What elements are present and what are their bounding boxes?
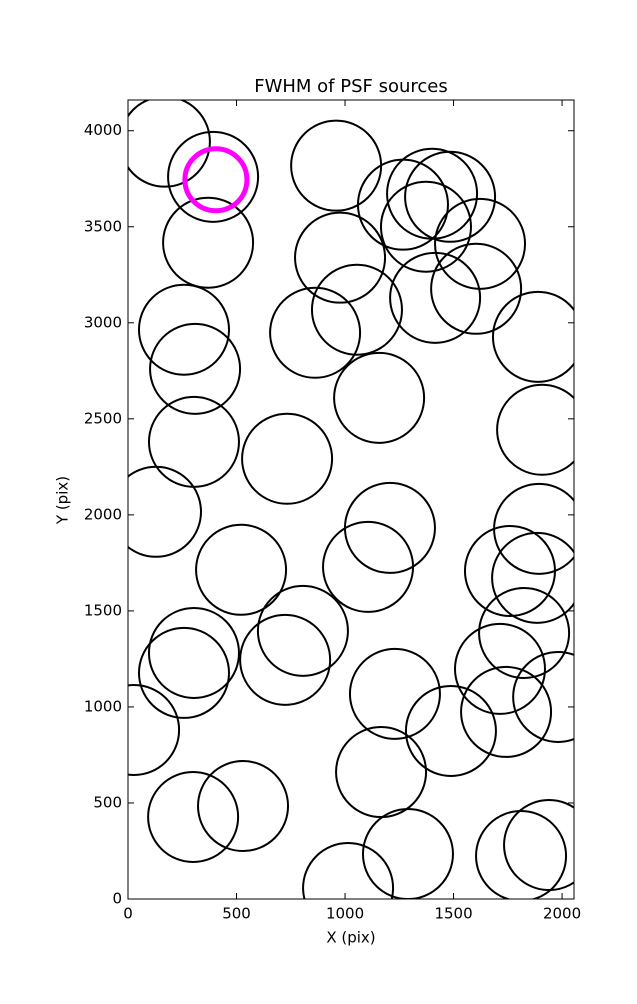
psf-circle: [147, 606, 240, 699]
psf-circle: [147, 770, 240, 863]
psf-circle: [404, 150, 497, 243]
psf-circle: [322, 520, 415, 613]
psf-circle: [333, 351, 426, 444]
psf-circle: [460, 665, 553, 758]
psf-circle: [503, 799, 574, 892]
psf-circle: [361, 808, 454, 899]
psf-circle: [302, 842, 395, 899]
y-tick-label: 3500: [84, 217, 122, 235]
psf-circle: [389, 251, 482, 344]
psf-circle: [137, 626, 230, 719]
x-tick-label: 1500: [434, 905, 472, 923]
psf-circle: [404, 684, 497, 777]
psf-circle: [128, 465, 202, 558]
psf-circle: [478, 586, 571, 679]
y-tick-label: 1500: [84, 601, 122, 619]
y-tick-label: 2500: [84, 409, 122, 427]
x-tick-label: 1000: [326, 905, 364, 923]
psf-circle: [137, 283, 230, 376]
psf-circle: [453, 622, 546, 715]
psf-circle: [379, 180, 472, 273]
x-tick-label: 500: [222, 905, 251, 923]
plot-area: [128, 100, 574, 899]
x-tick-label: 2000: [543, 905, 581, 923]
psf-circle: [195, 523, 288, 616]
psf-circle: [239, 613, 332, 706]
psf-circle: [149, 322, 242, 415]
psf-circle: [256, 584, 349, 677]
x-tick-label: 0: [123, 905, 133, 923]
y-tick-label: 1000: [84, 697, 122, 715]
y-tick-label: 3000: [84, 313, 122, 331]
psf-circle: [197, 760, 290, 853]
psf-circle: [491, 531, 574, 624]
chart-title: FWHM of PSF sources: [254, 76, 448, 97]
psf-circle: [310, 263, 403, 356]
y-tick-label: 500: [93, 793, 122, 811]
psf-circle: [128, 100, 211, 188]
psf-circle: [463, 524, 556, 617]
y-tick-label: 0: [112, 890, 122, 908]
psf-circle: [182, 146, 250, 214]
psf-circle: [491, 290, 574, 383]
psf-circle: [512, 650, 574, 743]
psf-circle: [496, 383, 574, 476]
x-axis-label: X (pix): [326, 929, 375, 947]
axes-frame: [127, 99, 575, 900]
psf-circle: [348, 647, 441, 740]
psf-circle: [294, 211, 387, 304]
psf-circle: [162, 196, 255, 289]
psf-circle: [241, 412, 334, 505]
y-tick-label: 2000: [84, 505, 122, 523]
y-tick-label: 4000: [84, 121, 122, 139]
y-axis-label: Y (pix): [54, 476, 72, 525]
psf-circle: [128, 683, 181, 776]
psf-circle: [430, 242, 523, 335]
psf-circle: [167, 130, 260, 223]
psf-circle: [269, 286, 362, 379]
